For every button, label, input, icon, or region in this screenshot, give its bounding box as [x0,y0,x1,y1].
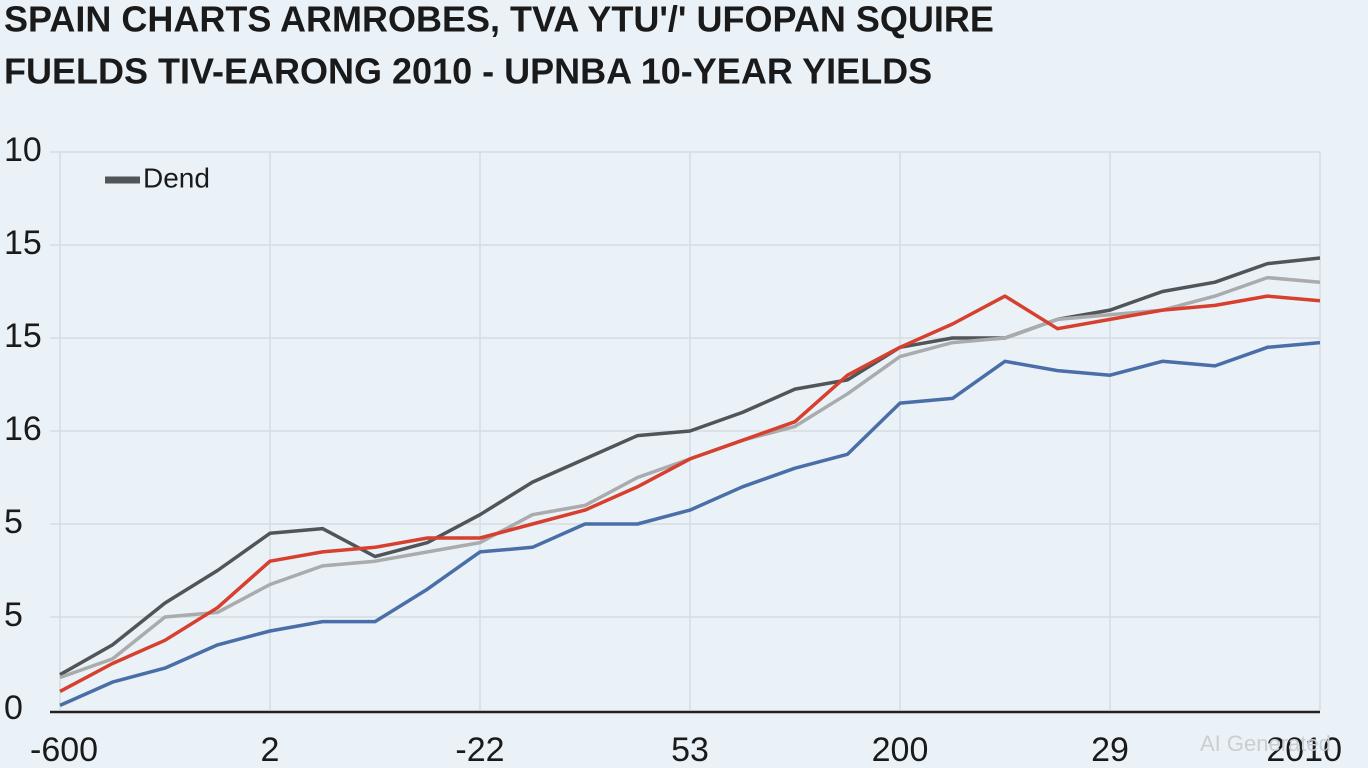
y-tick-label: 16 [4,410,42,448]
x-tick-label: 200 [872,731,929,768]
x-tick-label: 2 [261,731,280,768]
y-tick-label: 0 [4,689,23,727]
watermark: AI Generated [1200,731,1331,756]
y-tick-label: 5 [4,596,23,634]
series-line [59,256,1321,677]
series-line [59,294,1321,693]
series-line [59,340,1321,707]
x-tick-label: -22 [455,731,504,768]
y-tick-label: 15 [4,224,42,262]
chart-title: SPAIN CHARTS ARMROBES, TVA YTU'/' UFOPAN… [4,0,994,40]
y-tick-label: 15 [4,317,42,355]
x-tick-label: -600 [30,731,98,768]
x-tick-label: 2010 [1266,731,1342,768]
y-tick-label: 10 [4,131,42,169]
x-tick-label: 53 [671,731,709,768]
chart-title: FUELDS TIV-EARONG 2010 - UPNBA 10-YEAR Y… [4,51,932,92]
x-tick-label: 29 [1091,731,1129,768]
y-tick-label: 5 [4,503,23,541]
legend-label: Dend [143,162,210,193]
